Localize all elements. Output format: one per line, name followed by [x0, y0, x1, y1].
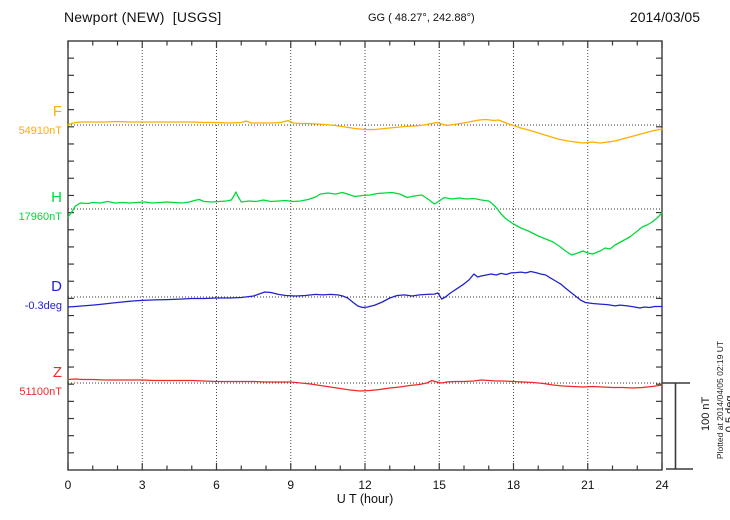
- series-baseline-F: 54910nT: [18, 125, 62, 137]
- series-label-D: D -0.3deg: [0, 279, 62, 312]
- plot-date: 2014/03/05: [629, 9, 700, 25]
- scale-bar-caption: 100 nT 0.5 deg: [688, 380, 730, 460]
- series-label-F: F 54910nT: [0, 104, 62, 137]
- x-tick-label-6: 6: [213, 478, 220, 492]
- x-tick-label-12: 12: [358, 478, 372, 492]
- series-letter-H: H: [51, 189, 62, 206]
- trace-H: [67, 191, 663, 256]
- series-letter-D: D: [51, 278, 62, 295]
- series-baseline-Z: 51100nT: [19, 386, 62, 398]
- x-tick-label-15: 15: [432, 478, 446, 492]
- geographic-coords: GG ( 48.27°, 242.88°): [368, 12, 475, 24]
- plot-frame: [67, 40, 663, 471]
- series-label-H: H 17960nT: [0, 190, 62, 223]
- scale-bar-nT-label: 100 nT: [700, 396, 712, 432]
- x-tick-label-18: 18: [506, 478, 521, 492]
- series-label-Z: Z 51100nT: [0, 365, 62, 398]
- trace-F: [67, 118, 663, 144]
- series-baseline-H: 17960nT: [18, 211, 62, 223]
- station-title: Newport (NEW) [USGS]: [64, 9, 222, 25]
- series-letter-F: F: [52, 103, 62, 120]
- x-tick-label-24: 24: [655, 478, 669, 492]
- trace-Z: [67, 378, 663, 392]
- plotted-at-note: Plotted at 2014/04/05 02:19 UT: [715, 340, 725, 460]
- x-tick-label-21: 21: [581, 478, 595, 492]
- series-baseline-D: -0.3deg: [24, 300, 62, 312]
- x-tick-label-3: 3: [138, 478, 146, 492]
- trace-D: [67, 270, 663, 309]
- x-axis-label: U T (hour): [336, 492, 394, 506]
- x-tick-label-0: 0: [64, 478, 72, 492]
- x-tick-label-9: 9: [287, 478, 295, 492]
- series-letter-Z: Z: [52, 364, 62, 381]
